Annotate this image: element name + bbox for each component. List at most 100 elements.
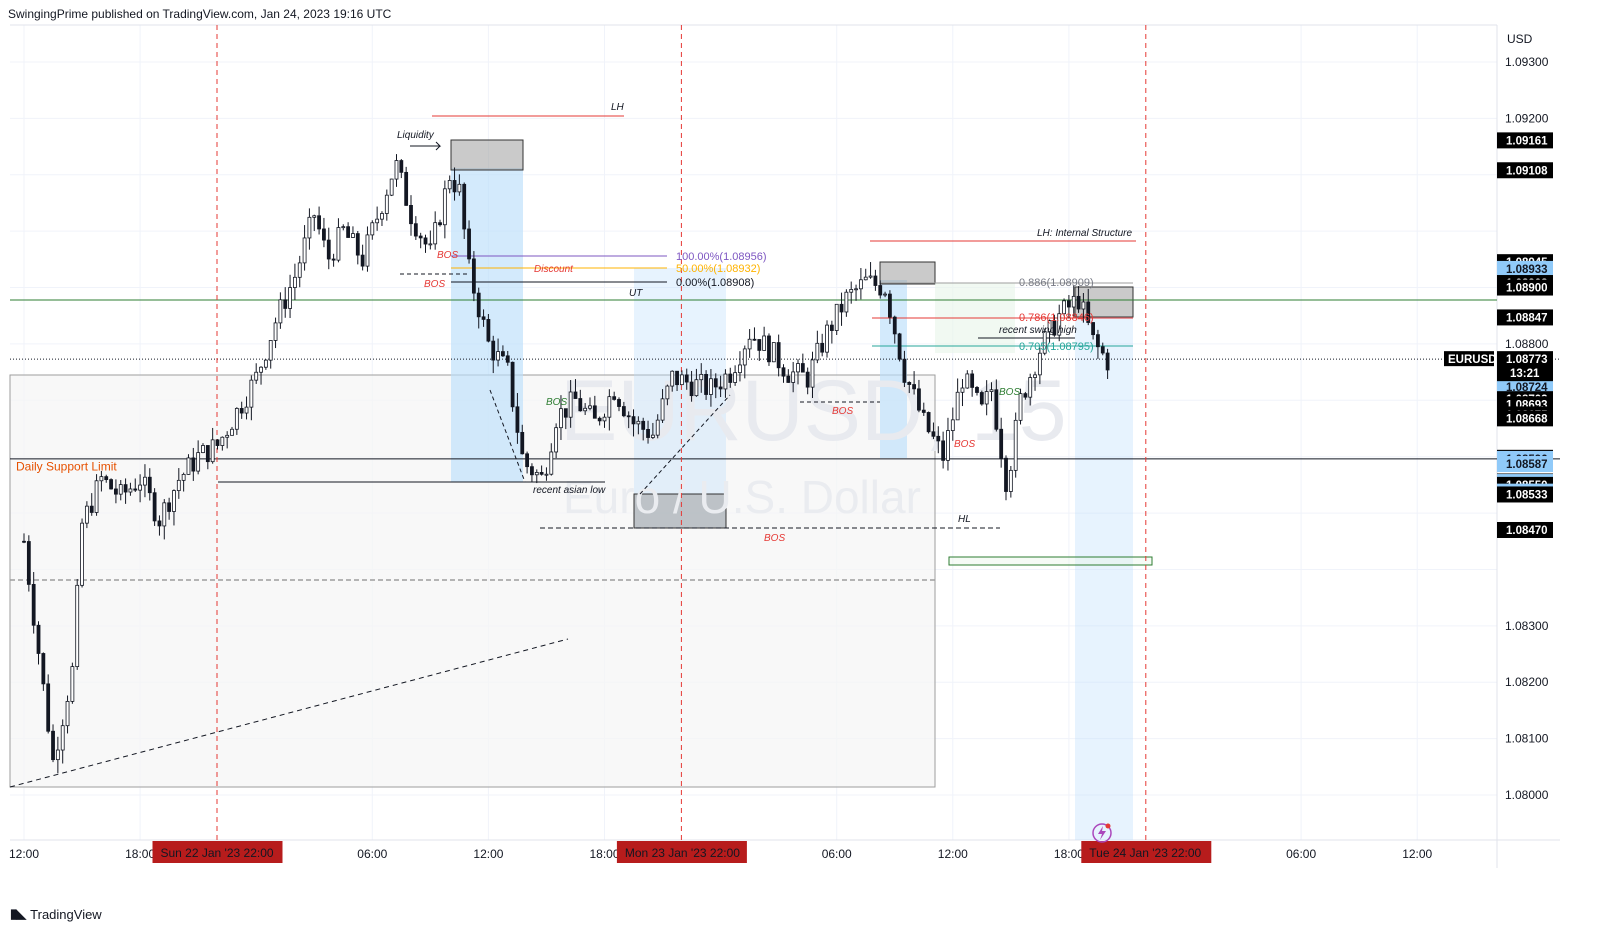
candle-body — [428, 243, 433, 246]
candle-body — [331, 258, 336, 261]
candle-body — [650, 434, 655, 438]
fib-label: 0.786(1.08846) — [1019, 312, 1094, 324]
candle-body — [796, 363, 800, 373]
candle-body — [230, 428, 234, 436]
annotation-label: BOS — [954, 439, 975, 450]
candle-body — [317, 215, 321, 230]
candle-body — [975, 387, 979, 393]
candle-body — [239, 408, 244, 414]
watermark-name: Euro / U.S. Dollar — [563, 471, 921, 523]
candle-body — [36, 624, 41, 654]
candle-body — [496, 351, 500, 361]
candle-body — [984, 391, 989, 405]
candle-body — [742, 348, 747, 366]
candle-body — [520, 431, 525, 455]
candle-body — [80, 522, 84, 586]
candle-body — [176, 479, 181, 492]
candle-body — [167, 502, 172, 512]
candle-body — [109, 479, 113, 490]
candle-body — [201, 445, 205, 454]
candle-body — [326, 239, 331, 260]
candle-body — [713, 378, 718, 388]
candle-body — [559, 408, 563, 429]
symbol-price-tag — [1444, 351, 1494, 367]
candle-body — [873, 275, 878, 286]
candle-body — [1023, 393, 1028, 398]
candle-body — [31, 584, 36, 626]
alert-icon[interactable] — [1092, 823, 1112, 843]
candle-body — [752, 338, 757, 341]
axis-currency: USD — [1507, 32, 1533, 46]
candle-body — [128, 488, 133, 493]
candle-body — [917, 388, 921, 411]
session-date-box — [1081, 841, 1212, 863]
candle-body — [781, 367, 786, 377]
candle-body — [457, 183, 462, 193]
candle-body — [114, 488, 118, 495]
price-label-box — [1497, 260, 1553, 277]
candle-body — [907, 381, 912, 385]
candle-body — [336, 227, 341, 261]
candle-body — [501, 351, 505, 357]
candle-body — [820, 342, 825, 353]
candle-body — [583, 407, 588, 412]
candle-body — [660, 398, 665, 421]
candle-body — [380, 213, 384, 220]
time-axis[interactable]: 12:00 18:00 06:00 12:00 18:00 06:00 12:00 18:00… — [9, 841, 1433, 863]
fib-label: 0.705(1.08795) — [1019, 341, 1094, 353]
candles — [22, 154, 1110, 774]
price-tick-label: 1.08000 — [1505, 788, 1549, 802]
session-date-box — [616, 841, 747, 863]
candle-body — [84, 505, 89, 524]
candle-body — [471, 258, 476, 294]
candle-body — [505, 355, 510, 363]
candle-body — [854, 288, 858, 291]
candle-body — [578, 398, 583, 412]
price-tick-label: 1.08100 — [1505, 732, 1549, 746]
candle-body — [776, 342, 781, 369]
candle-body — [941, 440, 946, 461]
candle-body — [143, 476, 147, 486]
candle-body — [384, 194, 389, 214]
candle-body — [534, 472, 539, 476]
candle-body — [597, 417, 602, 422]
candle-body — [675, 370, 679, 386]
time-tick-label: 12:00 — [1402, 847, 1432, 861]
price-tick-label: 1.09200 — [1505, 111, 1549, 125]
candle-body — [1057, 313, 1062, 336]
candle-body — [515, 406, 520, 433]
candle-body — [926, 412, 931, 433]
candle-body — [757, 339, 762, 351]
candle-body — [612, 396, 617, 400]
candle-body — [1105, 352, 1110, 371]
candle-body — [104, 476, 109, 480]
annotation-label: HL — [958, 514, 971, 525]
annotation-label: Liquidity — [397, 130, 435, 141]
candle-body — [1062, 300, 1066, 315]
fib-label: 0.886(1.08909) — [1019, 277, 1094, 289]
candle-body — [1042, 331, 1047, 354]
candle-body — [351, 233, 355, 238]
candle-body — [646, 428, 650, 438]
price-tick-label: 1.08200 — [1505, 675, 1549, 689]
candle-body — [263, 359, 268, 368]
price-label-text: 1.08470 — [1506, 525, 1548, 537]
candle-body — [665, 385, 670, 400]
candle-body — [389, 178, 394, 196]
candle-body — [375, 218, 380, 224]
candle-body — [1013, 419, 1018, 471]
candle-body — [636, 420, 641, 425]
price-axis[interactable]: USD 1.09300 1.09200 1.08900 1.08800 1.08300 1.… — [1444, 32, 1553, 802]
candle-body — [858, 279, 863, 290]
candle-body — [1052, 320, 1057, 336]
candle-body — [1033, 374, 1037, 378]
bar-countdown: 13:21 — [1510, 368, 1540, 380]
candle-body — [689, 381, 694, 397]
candle-body — [936, 435, 941, 442]
candle-body — [292, 276, 297, 288]
time-tick-label: 06:00 — [822, 847, 852, 861]
supply-block-2 — [879, 261, 936, 285]
candle-body — [1096, 334, 1100, 348]
candle-body — [99, 476, 104, 482]
